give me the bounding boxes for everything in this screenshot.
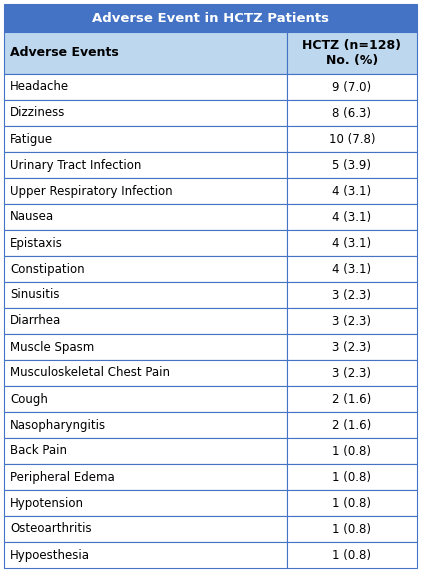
Text: 4 (3.1): 4 (3.1): [333, 210, 371, 223]
Bar: [287, 282, 417, 308]
Bar: [287, 334, 417, 360]
Text: Adverse Event in HCTZ Patients: Adverse Event in HCTZ Patients: [92, 12, 329, 24]
Text: Peripheral Edema: Peripheral Edema: [10, 470, 115, 483]
Bar: [287, 32, 417, 74]
Bar: [287, 100, 417, 126]
Text: Adverse Events: Adverse Events: [10, 47, 119, 59]
Text: 1 (0.8): 1 (0.8): [333, 444, 371, 458]
Bar: [4, 256, 287, 282]
Bar: [287, 74, 417, 100]
Text: 1 (0.8): 1 (0.8): [333, 497, 371, 510]
Text: 5 (3.9): 5 (3.9): [333, 159, 371, 171]
Bar: [4, 204, 287, 230]
Text: Osteoarthritis: Osteoarthritis: [10, 522, 92, 536]
Text: 3 (2.3): 3 (2.3): [333, 340, 371, 353]
Bar: [4, 412, 287, 438]
Bar: [287, 464, 417, 490]
Text: 3 (2.3): 3 (2.3): [333, 289, 371, 301]
Bar: [4, 490, 287, 516]
Bar: [287, 230, 417, 256]
Text: 4 (3.1): 4 (3.1): [333, 184, 371, 198]
Text: Dizziness: Dizziness: [10, 107, 65, 120]
Bar: [4, 230, 287, 256]
Text: Nasopharyngitis: Nasopharyngitis: [10, 419, 106, 431]
Text: Epistaxis: Epistaxis: [10, 237, 63, 250]
Bar: [4, 178, 287, 204]
Text: Hypoesthesia: Hypoesthesia: [10, 549, 90, 561]
Bar: [4, 100, 287, 126]
Bar: [287, 204, 417, 230]
Bar: [287, 542, 417, 568]
Bar: [4, 74, 287, 100]
Text: HCTZ (n=128)
No. (%): HCTZ (n=128) No. (%): [302, 39, 402, 67]
Bar: [4, 360, 287, 386]
Text: 1 (0.8): 1 (0.8): [333, 470, 371, 483]
Text: Sinusitis: Sinusitis: [10, 289, 59, 301]
Text: 3 (2.3): 3 (2.3): [333, 367, 371, 380]
Bar: [4, 386, 287, 412]
Text: Fatigue: Fatigue: [10, 132, 53, 146]
Bar: [287, 438, 417, 464]
Text: Diarrhea: Diarrhea: [10, 314, 61, 328]
Bar: [4, 438, 287, 464]
Bar: [287, 152, 417, 178]
Text: Upper Respiratory Infection: Upper Respiratory Infection: [10, 184, 173, 198]
Text: 1 (0.8): 1 (0.8): [333, 549, 371, 561]
Bar: [287, 386, 417, 412]
Bar: [4, 152, 287, 178]
Bar: [287, 516, 417, 542]
Text: 2 (1.6): 2 (1.6): [332, 392, 372, 406]
Text: 10 (7.8): 10 (7.8): [329, 132, 375, 146]
Text: 3 (2.3): 3 (2.3): [333, 314, 371, 328]
Bar: [287, 256, 417, 282]
Bar: [287, 412, 417, 438]
Bar: [287, 360, 417, 386]
Bar: [4, 542, 287, 568]
Text: 4 (3.1): 4 (3.1): [333, 237, 371, 250]
Text: Muscle Spasm: Muscle Spasm: [10, 340, 94, 353]
Text: Constipation: Constipation: [10, 262, 85, 276]
Bar: [287, 126, 417, 152]
Bar: [287, 308, 417, 334]
Text: Hypotension: Hypotension: [10, 497, 84, 510]
Text: Cough: Cough: [10, 392, 48, 406]
Text: 1 (0.8): 1 (0.8): [333, 522, 371, 536]
Text: Urinary Tract Infection: Urinary Tract Infection: [10, 159, 141, 171]
Text: Back Pain: Back Pain: [10, 444, 67, 458]
Bar: [4, 282, 287, 308]
Bar: [4, 4, 417, 32]
Bar: [4, 516, 287, 542]
Bar: [4, 334, 287, 360]
Text: Musculoskeletal Chest Pain: Musculoskeletal Chest Pain: [10, 367, 170, 380]
Bar: [287, 490, 417, 516]
Bar: [4, 464, 287, 490]
Text: 9 (7.0): 9 (7.0): [333, 80, 371, 93]
Text: Nausea: Nausea: [10, 210, 54, 223]
Text: 2 (1.6): 2 (1.6): [332, 419, 372, 431]
Text: 4 (3.1): 4 (3.1): [333, 262, 371, 276]
Text: Headache: Headache: [10, 80, 69, 93]
Bar: [4, 126, 287, 152]
Text: 8 (6.3): 8 (6.3): [333, 107, 371, 120]
Bar: [4, 32, 287, 74]
Bar: [287, 178, 417, 204]
Bar: [4, 308, 287, 334]
